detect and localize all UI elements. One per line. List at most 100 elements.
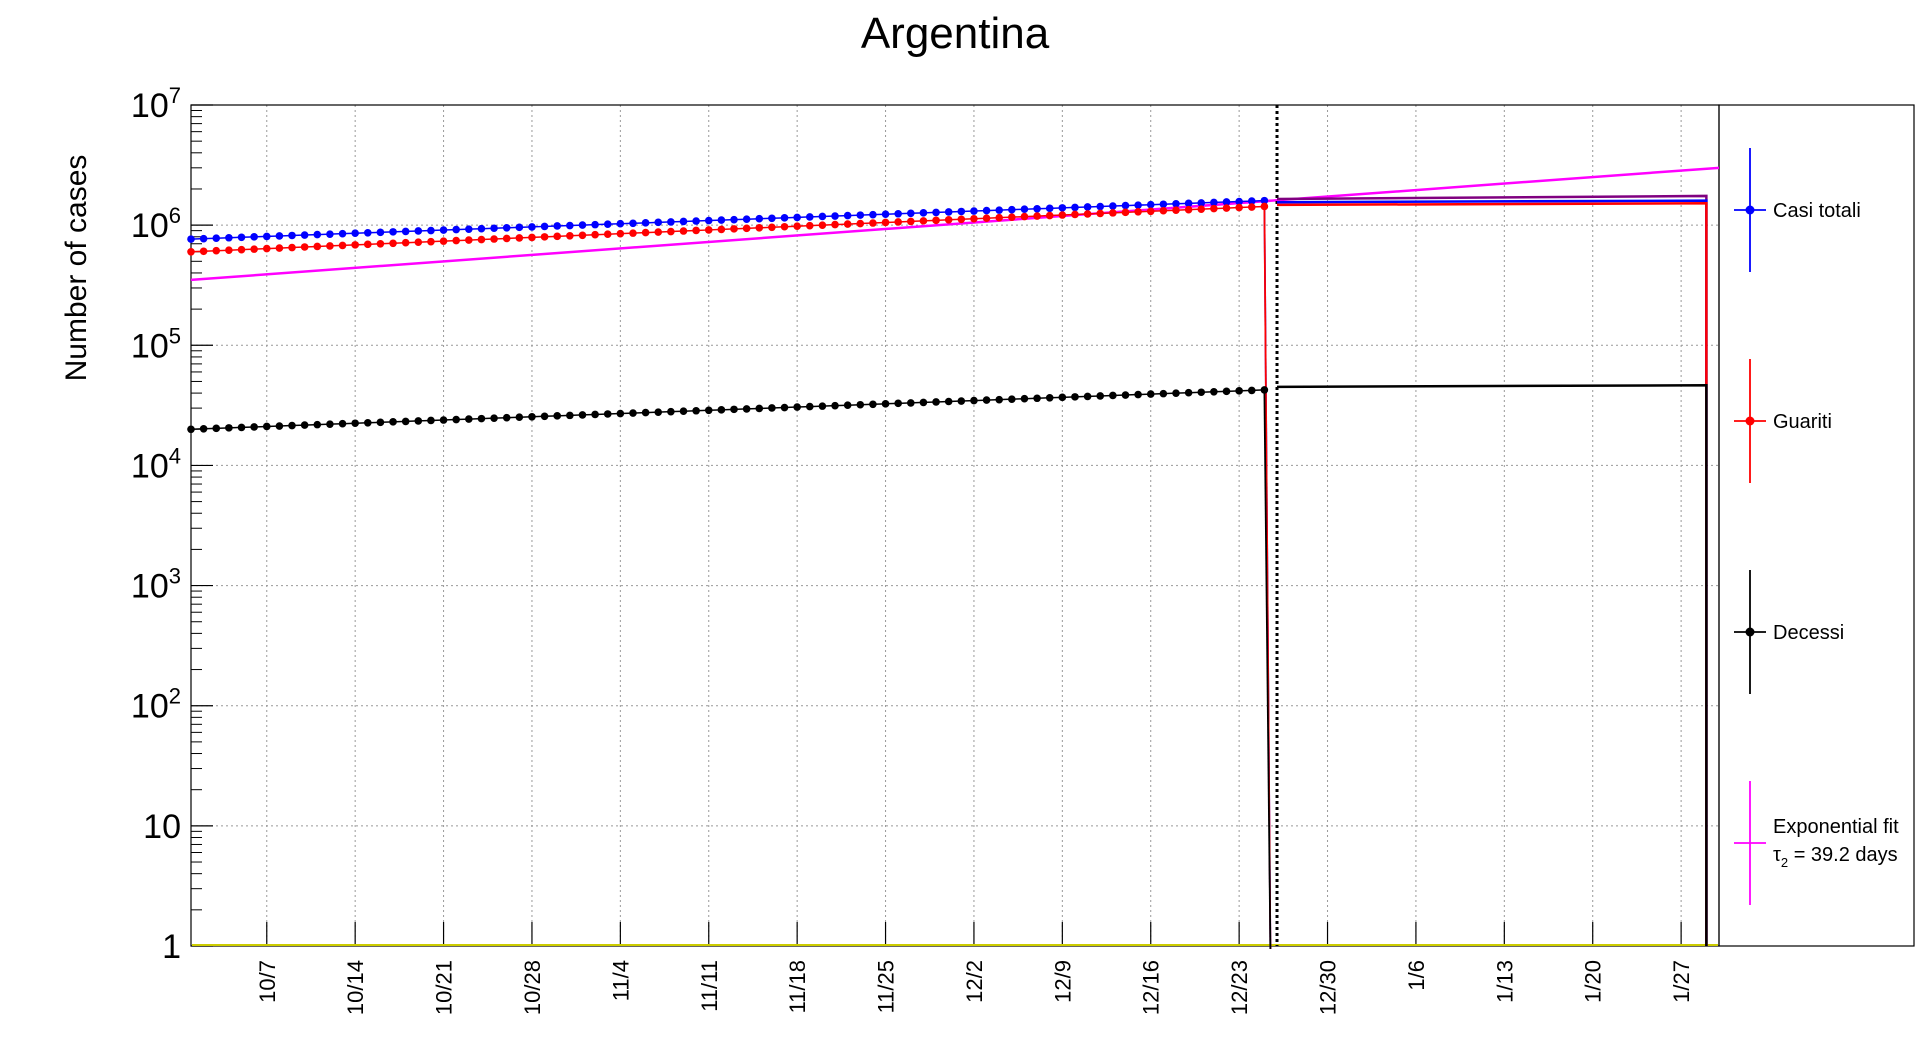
- data-point: [288, 421, 296, 430]
- data-point: [1197, 388, 1206, 397]
- data-point: [1033, 394, 1041, 403]
- data-point: [212, 246, 221, 255]
- data-point: [1184, 388, 1193, 397]
- data-point: [982, 214, 991, 223]
- legend-marker: [1745, 627, 1755, 637]
- data-point: [490, 235, 498, 243]
- data-point: [225, 246, 233, 254]
- data-point: [427, 416, 435, 425]
- data-point: [1096, 209, 1105, 218]
- data-point: [427, 237, 435, 246]
- data-point: [1222, 204, 1231, 212]
- data-point: [970, 207, 978, 215]
- data-point: [932, 398, 940, 406]
- x-tick-label: 11/11: [697, 960, 722, 1012]
- data-point: [502, 223, 511, 232]
- data-point: [1020, 205, 1029, 214]
- data-point: [376, 228, 385, 237]
- data-point: [389, 418, 397, 426]
- data-point: [363, 240, 372, 249]
- data-point: [250, 245, 258, 253]
- data-point: [654, 218, 663, 227]
- projection-line: [1277, 199, 1708, 946]
- data-point: [970, 214, 978, 223]
- data-point: [730, 225, 738, 233]
- data-point: [616, 409, 625, 418]
- series-layer: [187, 105, 1720, 950]
- data-point: [1058, 211, 1067, 219]
- data-point: [641, 228, 650, 237]
- data-point: [452, 415, 460, 424]
- data-point: [1210, 204, 1218, 213]
- data-point: [831, 401, 839, 410]
- data-point: [1210, 198, 1218, 207]
- data-point: [1045, 204, 1054, 213]
- x-tick-label: 1/20: [1581, 960, 1606, 1003]
- data-point: [982, 206, 991, 215]
- data-point: [275, 422, 284, 430]
- data-point: [326, 420, 334, 428]
- data-point: [225, 233, 233, 242]
- data-point: [1121, 208, 1130, 217]
- x-tick-label: 11/18: [785, 960, 810, 1013]
- data-point: [1134, 201, 1142, 209]
- data-point: [856, 219, 865, 228]
- series-casi-totali: [187, 196, 1708, 950]
- data-point: [515, 234, 524, 242]
- data-point: [793, 403, 801, 411]
- data-point: [490, 414, 498, 422]
- data-point: [199, 247, 208, 256]
- data-point: [528, 412, 536, 421]
- legend-label-tau: τ2 = 39.2 days: [1773, 844, 1898, 870]
- x-tick-label: 1/27: [1669, 960, 1694, 1003]
- data-point: [907, 217, 915, 226]
- data-point: [932, 208, 940, 217]
- data-point: [856, 400, 865, 409]
- data-point: [995, 213, 1003, 222]
- data-point: [187, 425, 195, 434]
- data-point: [414, 227, 423, 235]
- data-point: [679, 217, 688, 226]
- x-tick-label: 10/14: [343, 960, 368, 1015]
- data-point: [1058, 393, 1067, 402]
- data-point: [591, 410, 599, 419]
- data-point: [300, 231, 309, 239]
- data-point: [351, 241, 359, 249]
- data-point: [957, 397, 966, 405]
- data-point: [831, 220, 839, 229]
- data-point: [452, 225, 460, 234]
- data-point: [1184, 205, 1193, 214]
- data-point: [1247, 386, 1256, 395]
- data-point: [704, 226, 713, 234]
- data-point: [995, 206, 1003, 214]
- data-point: [439, 226, 448, 234]
- legend-marker: [1745, 416, 1755, 426]
- data-point: [199, 424, 208, 433]
- data-point: [1083, 203, 1092, 211]
- data-point: [742, 405, 751, 413]
- data-point: [654, 408, 663, 416]
- data-point: [578, 411, 587, 419]
- data-point: [667, 227, 675, 236]
- data-point: [704, 406, 713, 415]
- data-point: [805, 402, 814, 411]
- data-point: [1083, 210, 1092, 218]
- data-point: [704, 216, 713, 225]
- data-point: [1045, 393, 1054, 402]
- data-point: [1197, 199, 1206, 207]
- data-point: [667, 407, 675, 416]
- data-point: [300, 421, 309, 429]
- data-point: [667, 218, 675, 226]
- data-point: [869, 219, 877, 227]
- data-point: [566, 221, 574, 230]
- data-point: [414, 238, 423, 247]
- x-tick-label: 12/23: [1227, 960, 1252, 1015]
- data-point: [578, 221, 587, 229]
- data-point: [869, 210, 877, 219]
- data-point: [881, 400, 890, 408]
- data-point: [629, 219, 637, 228]
- y-tick-label: 107: [131, 83, 181, 125]
- data-point: [389, 239, 397, 248]
- data-point: [237, 233, 246, 242]
- data-point: [831, 212, 839, 220]
